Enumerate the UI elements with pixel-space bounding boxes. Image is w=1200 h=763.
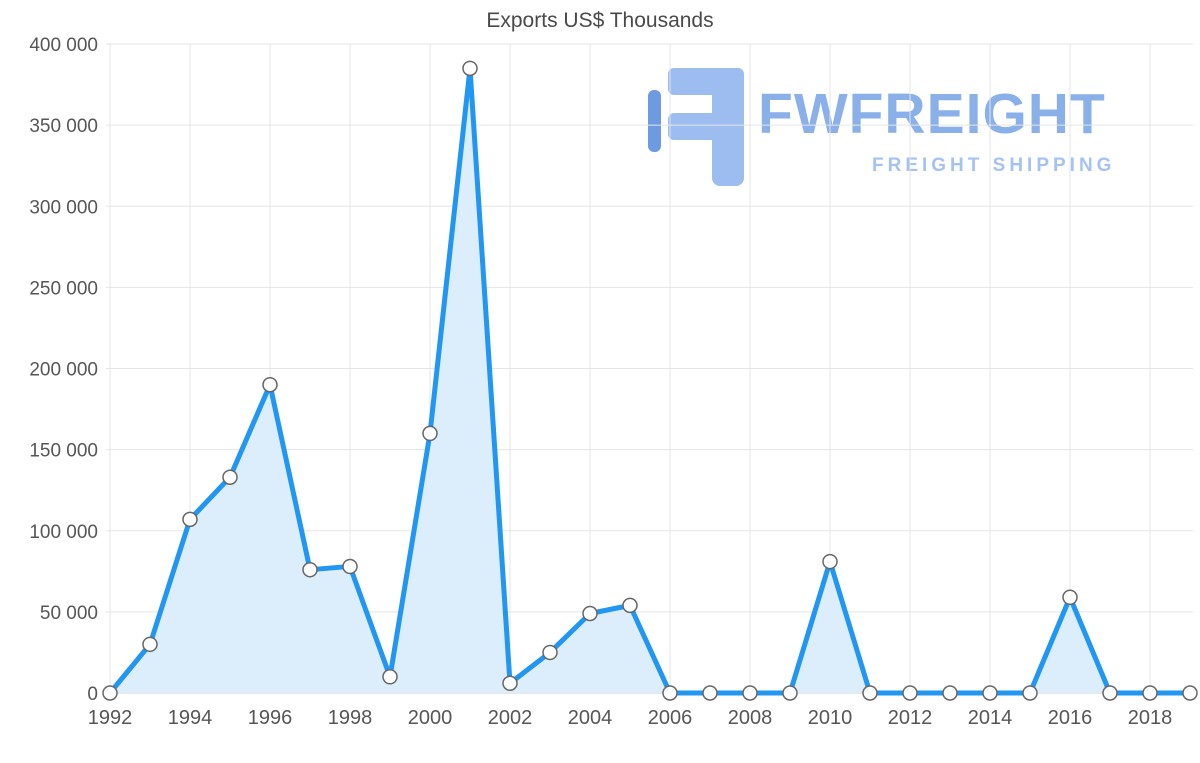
data-point-marker[interactable]: [462, 60, 478, 77]
data-point-marker[interactable]: [1182, 685, 1198, 701]
x-tick-label: 2000: [408, 707, 453, 729]
data-point-marker[interactable]: [662, 685, 678, 701]
data-point-marker[interactable]: [1062, 589, 1078, 606]
data-point-marker[interactable]: [222, 469, 238, 485]
data-point-marker[interactable]: [422, 425, 438, 442]
data-point-marker[interactable]: [542, 644, 558, 661]
y-tick-label: 100 000: [29, 522, 98, 543]
gridlines: [106, 43, 1193, 694]
x-tick-label: 1998: [328, 707, 373, 729]
data-point-marker[interactable]: [782, 685, 798, 701]
chart-title: Exports US$ Thousands: [486, 9, 714, 32]
data-point-marker[interactable]: [1022, 685, 1038, 701]
x-tick-label: 2010: [808, 707, 853, 729]
data-point-marker[interactable]: [702, 685, 718, 701]
logo-top-bar: [668, 68, 744, 95]
data-point-marker[interactable]: [502, 675, 518, 692]
data-point-marker[interactable]: [942, 685, 958, 701]
y-tick-label: 350 000: [29, 116, 98, 137]
watermark-brand-text: FWFREIGHT: [758, 82, 1106, 146]
x-axis-labels: 1992 1994 1996 1998 2000 2002 2004 2006 2008 2010…: [88, 707, 1173, 729]
y-tick-label: 150 000: [29, 441, 98, 462]
data-point-marker[interactable]: [182, 511, 198, 528]
x-tick-label: 1996: [248, 707, 293, 729]
x-tick-label: 2016: [1048, 707, 1093, 729]
logo-mid-bar: [668, 113, 744, 140]
data-point-marker[interactable]: [302, 561, 318, 578]
data-point-marker[interactable]: [822, 553, 838, 570]
data-point-marker[interactable]: [862, 685, 878, 701]
data-point-marker[interactable]: [582, 605, 598, 622]
data-point-marker[interactable]: [902, 685, 918, 701]
x-tick-label: 2002: [488, 707, 533, 729]
data-point-marker[interactable]: [982, 685, 998, 701]
x-tick-label: 1994: [168, 707, 213, 729]
y-axis-labels: 0 50 000 100 000 150 000 200 000 250 000 300 0…: [29, 35, 98, 705]
fwfreight-logo-icon: [648, 68, 744, 186]
data-points: [102, 60, 1198, 701]
data-point-marker[interactable]: [262, 376, 278, 393]
x-tick-label: 1992: [88, 707, 133, 729]
data-point-marker[interactable]: [1102, 685, 1118, 701]
x-tick-label: 2004: [568, 707, 613, 729]
y-tick-label: 50 000: [40, 603, 98, 624]
y-tick-label: 200 000: [29, 360, 98, 381]
logo-accent-bar: [648, 90, 661, 152]
x-tick-label: 2018: [1128, 707, 1173, 729]
x-tick-label: 2008: [728, 707, 773, 729]
y-tick-label: 250 000: [29, 278, 98, 299]
data-point-marker[interactable]: [382, 669, 398, 685]
data-point-marker[interactable]: [142, 636, 158, 653]
y-tick-label: 0: [87, 684, 98, 705]
x-tick-label: 2014: [968, 707, 1013, 729]
data-point-marker[interactable]: [1142, 685, 1158, 701]
watermark-tagline-text: FREIGHT SHIPPING: [872, 155, 1116, 176]
data-point-marker[interactable]: [742, 685, 758, 701]
x-tick-label: 2012: [888, 707, 933, 729]
data-point-marker[interactable]: [102, 685, 118, 701]
x-tick-label: 2006: [648, 707, 693, 729]
y-tick-label: 400 000: [29, 35, 98, 56]
y-tick-label: 300 000: [29, 197, 98, 218]
data-point-marker[interactable]: [342, 558, 358, 575]
trend-line: [107, 65, 1193, 696]
data-point-marker[interactable]: [622, 597, 638, 614]
